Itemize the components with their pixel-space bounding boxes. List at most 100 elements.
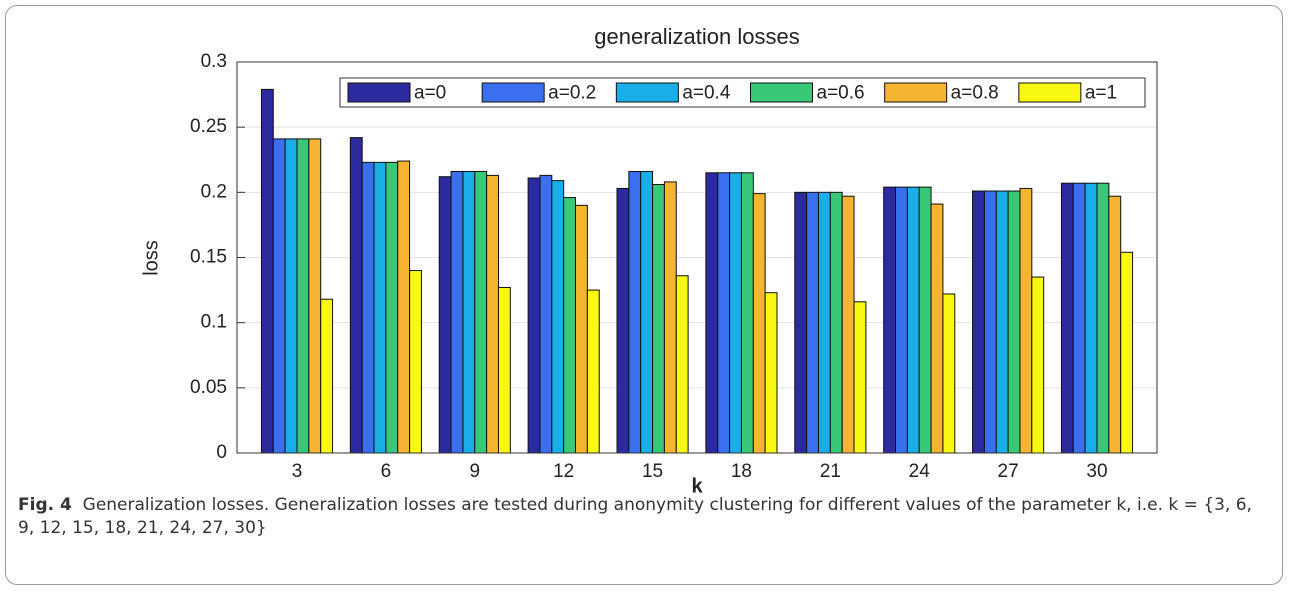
bar xyxy=(883,186,897,454)
bar xyxy=(450,170,464,454)
bar xyxy=(575,204,588,454)
bar xyxy=(1084,182,1098,454)
y-tick-label: 0.05 xyxy=(190,377,227,398)
x-axis-label: k xyxy=(691,475,703,497)
legend-box xyxy=(339,77,1146,108)
y-tick-label: 0.15 xyxy=(190,247,227,268)
x-tick-label: 27 xyxy=(998,461,1019,482)
bar xyxy=(563,197,577,454)
bar xyxy=(474,170,488,454)
legend-swatch xyxy=(750,82,813,103)
bar xyxy=(409,270,422,454)
bar xyxy=(551,180,565,454)
y-axis-label: loss xyxy=(140,240,162,276)
bar xyxy=(1120,251,1134,454)
bar xyxy=(1072,182,1086,454)
bar xyxy=(930,203,944,454)
x-tick-label: 15 xyxy=(642,461,663,482)
legend-label: a=0.4 xyxy=(682,83,731,104)
bar xyxy=(586,289,600,454)
bar xyxy=(640,170,654,454)
x-tick-label: 30 xyxy=(1086,461,1107,482)
x-tick-label: 24 xyxy=(909,461,931,482)
bar xyxy=(764,292,778,454)
x-tick-label: 18 xyxy=(731,461,752,482)
bar xyxy=(486,174,499,454)
bar xyxy=(320,298,334,454)
bar xyxy=(942,293,956,454)
bar xyxy=(284,138,298,454)
caption: Fig. 4 Generalization losses. Generaliza… xyxy=(18,494,1268,540)
bar xyxy=(527,177,541,454)
x-tick-label: 6 xyxy=(381,461,392,482)
plot-border xyxy=(236,61,1158,454)
bar xyxy=(1108,195,1122,454)
legend-swatch xyxy=(884,82,948,103)
bar xyxy=(1019,187,1033,454)
bar xyxy=(663,181,677,454)
legend-label: a=0.6 xyxy=(817,83,865,104)
bar xyxy=(841,195,855,454)
bar xyxy=(272,138,286,454)
bar xyxy=(705,172,719,454)
x-tick-label: 9 xyxy=(469,461,480,482)
y-tick-label: 0 xyxy=(216,442,227,463)
bar xyxy=(829,191,843,454)
bar xyxy=(1031,276,1045,454)
bar xyxy=(906,186,920,454)
bar xyxy=(806,191,819,454)
x-tick-label: 21 xyxy=(820,461,841,482)
y-tick-label: 0.3 xyxy=(201,51,227,72)
y-tick-label: 0.1 xyxy=(201,312,227,333)
bar xyxy=(895,186,908,454)
legend-swatch xyxy=(1018,82,1082,103)
bar xyxy=(1060,182,1074,454)
bar xyxy=(972,190,985,454)
bar xyxy=(995,190,1009,454)
bar xyxy=(817,191,831,454)
bar xyxy=(853,301,867,454)
y-tick-label: 0.25 xyxy=(190,116,227,137)
bar xyxy=(675,275,689,454)
bar xyxy=(652,184,665,454)
x-tick-label: 12 xyxy=(553,461,574,482)
legend-label: a=0.2 xyxy=(548,83,596,104)
bar xyxy=(740,172,754,454)
bar xyxy=(397,160,411,454)
bar xyxy=(918,186,932,454)
legend-swatch xyxy=(615,82,679,103)
bar xyxy=(1007,190,1021,454)
bar xyxy=(260,88,274,454)
bar xyxy=(438,176,452,454)
legend-swatch xyxy=(481,82,545,103)
frame xyxy=(5,5,1283,585)
bar xyxy=(361,161,375,454)
chart-title: generalization losses xyxy=(594,24,799,49)
bar xyxy=(717,172,731,454)
bar xyxy=(349,137,363,454)
bar xyxy=(308,138,322,454)
bar xyxy=(616,187,630,454)
bar xyxy=(983,190,997,454)
bar xyxy=(729,172,742,454)
bar xyxy=(752,193,766,454)
legend-label: a=0 xyxy=(414,83,446,104)
legend-label: a=0.8 xyxy=(951,83,999,104)
bar xyxy=(628,170,642,454)
bar xyxy=(462,170,476,454)
bar xyxy=(794,191,808,454)
caption-label: Fig. 4 xyxy=(18,495,72,515)
bar xyxy=(539,174,553,454)
bar xyxy=(296,138,310,454)
legend-label: a=1 xyxy=(1085,83,1117,104)
bar xyxy=(1096,182,1110,454)
bar xyxy=(373,161,387,454)
bar xyxy=(497,286,511,454)
bar xyxy=(385,161,399,454)
legend-swatch xyxy=(347,82,411,103)
x-tick-label: 3 xyxy=(292,461,303,482)
y-tick-label: 0.2 xyxy=(201,181,227,202)
caption-text: Generalization losses. Generalization lo… xyxy=(18,495,1252,538)
